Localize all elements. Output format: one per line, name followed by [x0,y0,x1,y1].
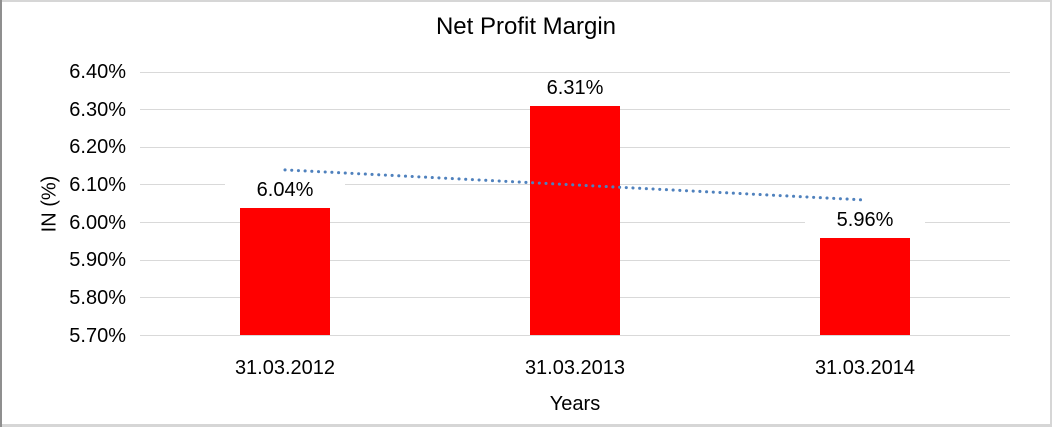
y-tick-label: 6.20% [69,136,126,159]
y-tick-label: 5.80% [69,286,126,309]
bar-31.03.2013 [530,105,620,336]
value-label: 6.31% [515,75,635,100]
value-label: 6.04% [225,177,345,202]
value-label: 5.96% [805,207,925,232]
y-tick-label: 5.90% [69,249,126,272]
y-tick-label: 6.40% [69,61,126,83]
window-border-left [0,0,2,427]
gridline [140,71,1010,73]
window-border-top [0,0,1052,2]
y-tick-label: 6.10% [69,173,126,196]
window-border-right [1050,0,1052,427]
window-border-bottom [0,424,1052,427]
y-tick-label: 6.00% [69,211,126,234]
category-label: 31.03.2014 [814,357,916,379]
category-label: 31.03.2012 [234,357,336,379]
category-label: 31.03.2013 [524,357,626,379]
x-axis-title: Years [549,393,601,415]
y-tick-label: 5.70% [69,324,126,347]
bar-31.03.2014 [820,237,910,336]
gridline [140,335,1010,336]
plot-area: 6.04% 6.31% 5.96% [140,71,1010,336]
y-tick-label: 6.30% [69,98,126,121]
bar-31.03.2012 [240,207,330,336]
chart-title: Net Profit Margin [435,13,617,40]
